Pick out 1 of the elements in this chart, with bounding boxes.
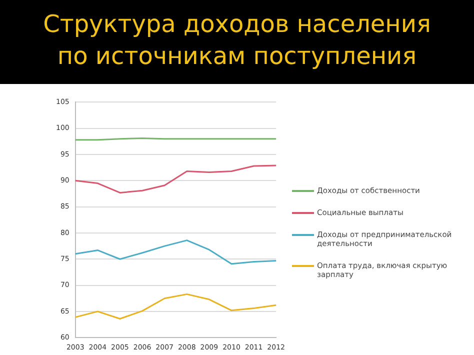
chart-title: Структура доходов населения по источникам поступления: [0, 0, 474, 84]
